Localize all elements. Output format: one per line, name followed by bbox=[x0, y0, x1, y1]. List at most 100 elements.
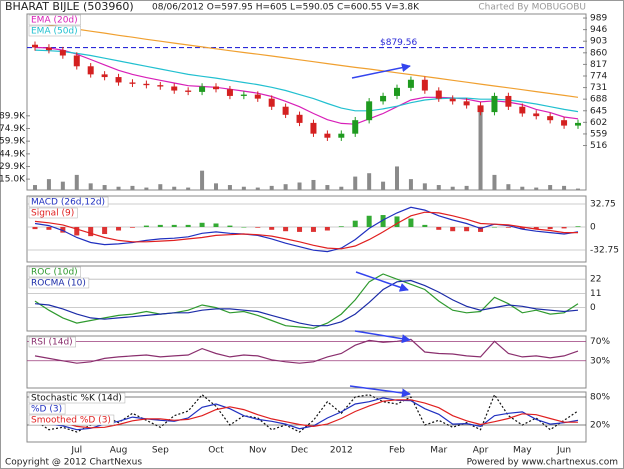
candle-body bbox=[268, 98, 275, 107]
histogram-bar bbox=[143, 225, 149, 227]
candle-body bbox=[366, 101, 373, 121]
y-tick-label: 602 bbox=[590, 118, 607, 128]
volume-bar bbox=[144, 187, 149, 190]
histogram-bar bbox=[102, 226, 108, 235]
volume-bar bbox=[46, 179, 51, 190]
legend-box bbox=[28, 392, 126, 404]
series-line bbox=[34, 206, 579, 253]
y-tick-label: 11 bbox=[590, 289, 601, 299]
series-line bbox=[34, 399, 578, 429]
candle-body bbox=[561, 120, 568, 126]
histogram-bar bbox=[366, 215, 372, 227]
volume-bar bbox=[492, 174, 497, 190]
candle-body bbox=[310, 122, 317, 134]
candle-body bbox=[421, 79, 428, 91]
legend-label: ROCMA (10) bbox=[31, 279, 86, 289]
volume-bar bbox=[116, 186, 121, 190]
legend-label: Stochastic %K (14d) bbox=[31, 394, 122, 404]
y-tick-label: 32.75 bbox=[590, 199, 616, 209]
y-tick-label: 688 bbox=[590, 95, 607, 105]
candle-body bbox=[449, 98, 456, 102]
volume-bar bbox=[130, 185, 135, 190]
legend-box bbox=[28, 414, 115, 426]
y-tick-label: 30% bbox=[590, 356, 610, 366]
volume-bar bbox=[478, 111, 483, 190]
y-tick-label: 946 bbox=[590, 25, 607, 35]
series-line bbox=[34, 211, 578, 250]
legend-box bbox=[28, 25, 81, 37]
volume-bar bbox=[214, 183, 218, 190]
volume-bar bbox=[339, 186, 344, 190]
y2-tick-label: 15.0K bbox=[0, 175, 26, 185]
volume-bar bbox=[297, 182, 302, 190]
legend-box bbox=[28, 266, 81, 278]
volume-bar bbox=[464, 185, 469, 190]
candle-body bbox=[157, 85, 164, 87]
footer-right: Powered by www.chartnexus.com bbox=[467, 458, 618, 468]
histogram-bar bbox=[478, 226, 484, 232]
histogram-bar bbox=[227, 225, 233, 227]
candle-body bbox=[296, 114, 303, 123]
x-tick-label: Sep bbox=[152, 446, 169, 456]
x-tick-label: Jun bbox=[556, 446, 571, 456]
candle-body bbox=[324, 133, 331, 138]
histogram-bar bbox=[533, 226, 539, 230]
volume-bar bbox=[172, 186, 177, 190]
trend-arrow bbox=[351, 63, 411, 79]
histogram-bar bbox=[422, 224, 428, 227]
reference-label: $879.56 bbox=[380, 38, 417, 48]
candle-body bbox=[226, 89, 233, 96]
candle-body bbox=[407, 79, 414, 88]
panel bbox=[26, 195, 587, 263]
candle-body bbox=[463, 101, 470, 106]
series-line bbox=[34, 338, 579, 364]
volume-bar bbox=[269, 185, 274, 190]
trend-arrow bbox=[354, 330, 411, 344]
x-tick-label: Aug bbox=[110, 446, 128, 456]
volume-bar bbox=[255, 187, 260, 190]
histogram-bar bbox=[171, 224, 177, 227]
x-tick-label: Apr bbox=[473, 446, 489, 456]
legend-label: Smoothed %D (3) bbox=[31, 416, 111, 426]
volume-bar bbox=[520, 186, 525, 190]
candle-body bbox=[519, 106, 526, 114]
volume-bar bbox=[102, 185, 107, 190]
candle-body bbox=[533, 113, 540, 117]
volume-bar bbox=[506, 184, 511, 190]
series-line bbox=[34, 273, 579, 329]
y-tick-label: 860 bbox=[590, 48, 607, 58]
candle-body bbox=[547, 116, 554, 121]
legend-box bbox=[28, 207, 78, 219]
y-tick-label: 817 bbox=[590, 60, 607, 70]
x-tick-label: Jul bbox=[70, 446, 82, 456]
candle-body bbox=[45, 47, 52, 51]
x-tick-label: Dec bbox=[291, 446, 308, 456]
legend-label: EMA (50d) bbox=[31, 27, 78, 37]
histogram-bar bbox=[324, 226, 330, 231]
histogram-bar bbox=[157, 224, 163, 227]
candle-body bbox=[87, 66, 94, 75]
candle-body bbox=[394, 87, 400, 96]
legend-box bbox=[28, 277, 90, 289]
panel bbox=[26, 265, 587, 332]
candle-body bbox=[213, 86, 219, 90]
legend-label: Signal (9) bbox=[31, 209, 74, 219]
histogram-bar bbox=[505, 226, 511, 228]
candle-body bbox=[352, 120, 359, 134]
volume-bar bbox=[200, 170, 205, 190]
y-tick-label: 22 bbox=[590, 275, 601, 285]
histogram-bar bbox=[185, 224, 191, 227]
y2-tick-label: 89.9K bbox=[0, 111, 26, 121]
histogram-bar bbox=[561, 226, 567, 229]
y2-tick-label: 59.9K bbox=[0, 137, 26, 147]
volume-bar bbox=[562, 185, 567, 190]
candle-body bbox=[477, 105, 484, 113]
volume-bar bbox=[381, 181, 386, 190]
x-tick-label: Nov bbox=[249, 446, 267, 456]
y-tick-label: 645 bbox=[590, 106, 607, 116]
legend-box bbox=[28, 196, 109, 208]
y-tick-label: 903 bbox=[590, 37, 607, 47]
histogram-bar bbox=[255, 226, 261, 228]
candle-body bbox=[199, 86, 206, 92]
candle-body bbox=[254, 94, 261, 99]
